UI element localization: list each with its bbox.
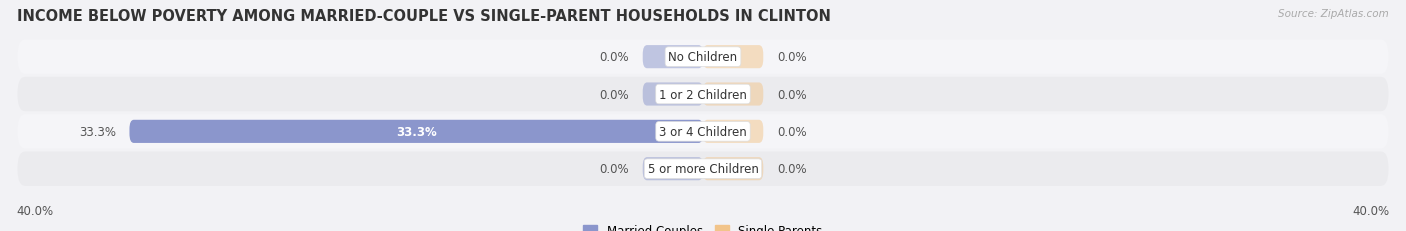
Text: 0.0%: 0.0% — [778, 125, 807, 138]
FancyBboxPatch shape — [703, 120, 763, 143]
Text: 1 or 2 Children: 1 or 2 Children — [659, 88, 747, 101]
FancyBboxPatch shape — [643, 158, 703, 180]
Text: 5 or more Children: 5 or more Children — [648, 162, 758, 175]
Text: 40.0%: 40.0% — [1353, 204, 1389, 217]
Text: 0.0%: 0.0% — [778, 88, 807, 101]
FancyBboxPatch shape — [703, 46, 763, 69]
Text: 40.0%: 40.0% — [17, 204, 53, 217]
Text: 33.3%: 33.3% — [79, 125, 115, 138]
FancyBboxPatch shape — [643, 83, 703, 106]
Text: No Children: No Children — [668, 51, 738, 64]
Legend: Married Couples, Single Parents: Married Couples, Single Parents — [579, 219, 827, 231]
FancyBboxPatch shape — [17, 115, 1389, 149]
Text: 0.0%: 0.0% — [599, 88, 628, 101]
Text: 0.0%: 0.0% — [778, 51, 807, 64]
Text: INCOME BELOW POVERTY AMONG MARRIED-COUPLE VS SINGLE-PARENT HOUSEHOLDS IN CLINTON: INCOME BELOW POVERTY AMONG MARRIED-COUPL… — [17, 9, 831, 24]
FancyBboxPatch shape — [17, 40, 1389, 75]
Text: 0.0%: 0.0% — [778, 162, 807, 175]
Text: 33.3%: 33.3% — [396, 125, 437, 138]
FancyBboxPatch shape — [129, 120, 703, 143]
Text: 0.0%: 0.0% — [599, 51, 628, 64]
FancyBboxPatch shape — [17, 77, 1389, 112]
Text: 0.0%: 0.0% — [599, 162, 628, 175]
Text: 3 or 4 Children: 3 or 4 Children — [659, 125, 747, 138]
FancyBboxPatch shape — [17, 152, 1389, 186]
FancyBboxPatch shape — [643, 46, 703, 69]
FancyBboxPatch shape — [703, 83, 763, 106]
Text: Source: ZipAtlas.com: Source: ZipAtlas.com — [1278, 9, 1389, 19]
FancyBboxPatch shape — [703, 158, 763, 180]
